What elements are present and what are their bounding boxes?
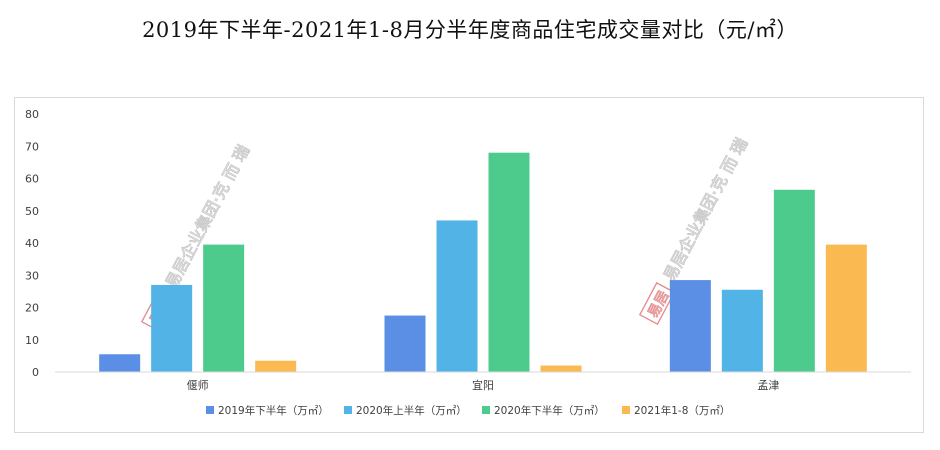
x-tick-label: 宜阳 bbox=[472, 378, 494, 392]
chart-title: 2019年下半年-2021年1-8月分半年度商品住宅成交量对比（元/㎡） bbox=[142, 18, 798, 42]
legend-swatch bbox=[622, 406, 630, 414]
bars-layer bbox=[99, 152, 867, 372]
y-tick-label: 40 bbox=[25, 237, 39, 250]
bar-孟津-series-4 bbox=[825, 244, 867, 372]
legend-label: 2020年上半年（万㎡） bbox=[356, 404, 467, 417]
bar-宜阳-series-1 bbox=[384, 315, 426, 372]
y-tick-label: 60 bbox=[25, 173, 39, 186]
bar-宜阳-series-2 bbox=[436, 220, 478, 372]
x-tick-label: 偃师 bbox=[187, 378, 209, 392]
bar-偃师-series-3 bbox=[203, 244, 245, 372]
x-axis: 偃师 宜阳 孟津 bbox=[55, 371, 911, 392]
legend-swatch bbox=[344, 406, 352, 414]
bar-孟津-series-2 bbox=[721, 289, 763, 372]
y-tick-label: 0 bbox=[32, 366, 39, 379]
legend-swatch bbox=[206, 406, 214, 414]
bar-宜阳-series-4 bbox=[540, 365, 582, 372]
bar-宜阳-series-3 bbox=[488, 152, 530, 372]
legend-swatch bbox=[482, 406, 490, 414]
y-tick-label: 10 bbox=[25, 334, 39, 347]
bar-孟津-series-3 bbox=[773, 189, 815, 372]
y-tick-label: 80 bbox=[25, 108, 39, 121]
legend-label: 2019年下半年（万㎡） bbox=[218, 404, 329, 417]
y-tick-label: 30 bbox=[25, 269, 39, 282]
watermark-text: 易居企业集团·克 而 瑞 bbox=[660, 135, 752, 285]
y-axis: 0 10 20 30 40 50 60 70 80 bbox=[25, 108, 39, 379]
legend-label: 2021年1-8（万㎡） bbox=[634, 404, 730, 417]
bar-偃师-series-4 bbox=[255, 360, 297, 372]
y-tick-label: 20 bbox=[25, 302, 39, 315]
y-tick-label: 50 bbox=[25, 205, 39, 218]
legend-label: 2020年下半年（万㎡） bbox=[494, 404, 605, 417]
bar-偃师-series-1 bbox=[99, 354, 141, 372]
bar-偃师-series-2 bbox=[151, 284, 193, 372]
watermark-seal bbox=[638, 282, 676, 325]
legend: 2019年下半年（万㎡） 2020年上半年（万㎡） 2020年下半年（万㎡） 2021… bbox=[206, 404, 730, 417]
y-tick-label: 70 bbox=[25, 140, 39, 153]
bar-孟津-series-1 bbox=[669, 280, 711, 372]
x-tick-label: 孟津 bbox=[757, 379, 779, 392]
